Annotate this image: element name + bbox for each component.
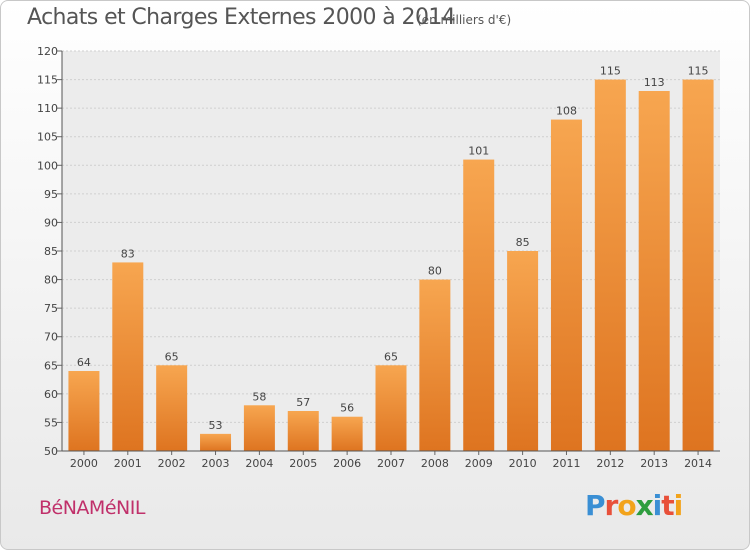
bar [463,159,495,452]
y-tick-label: 55 [44,416,58,429]
x-tick-label: 2012 [596,457,624,470]
logo-letter: t [661,489,674,522]
y-tick-label: 110 [37,102,58,115]
bar [68,371,100,451]
bar [243,405,275,451]
x-tick-label: 2000 [70,457,98,470]
bar [156,365,188,451]
y-tick-label: 50 [44,445,58,458]
bar [200,433,232,451]
data-label: 64 [77,356,91,369]
x-tick-label: 2002 [158,457,186,470]
bar [594,79,626,452]
logo-letter: x [635,489,654,522]
y-tick-label: 105 [37,131,58,144]
chart-title: Achats et Charges Externes 2000 à 2014 [27,5,456,30]
logo-letter: o [617,489,636,522]
bar [507,251,539,451]
x-tick-label: 2014 [684,457,712,470]
data-label: 113 [644,76,665,89]
data-label: 115 [688,65,709,78]
y-tick-label: 70 [44,331,58,344]
y-tick-label: 85 [44,245,58,258]
data-label: 101 [468,145,489,158]
bar [331,416,363,451]
data-label: 115 [600,65,621,78]
bar [375,365,407,451]
x-tick-label: 2006 [333,457,361,470]
y-tick-label: 115 [37,74,58,87]
x-tick-label: 2011 [552,457,580,470]
bar [287,411,319,451]
data-label: 65 [384,350,398,363]
proxiti-logo[interactable]: Proxiti [585,489,684,522]
bar [550,119,582,452]
logo-letter: P [585,489,606,522]
data-label: 85 [516,236,530,249]
logo-letter: r [604,489,619,522]
data-label: 83 [121,247,135,260]
bar [638,91,670,451]
x-tick-label: 2013 [640,457,668,470]
y-tick-label: 95 [44,188,58,201]
data-label: 80 [428,265,442,278]
y-tick-label: 75 [44,302,58,315]
chart-subtitle: (en milliers d'€) [417,13,512,27]
x-tick-label: 2010 [509,457,537,470]
y-tick-label: 80 [44,274,58,287]
x-tick-label: 2007 [377,457,405,470]
y-tick-label: 100 [37,159,58,172]
data-label: 65 [165,350,179,363]
logo-letter: i [673,489,684,522]
bar [112,262,144,451]
x-tick-label: 2005 [289,457,317,470]
data-label: 57 [296,396,310,409]
x-tick-label: 2008 [421,457,449,470]
x-tick-label: 2003 [202,457,230,470]
bar [682,79,714,452]
logo-letter: i [652,489,663,522]
data-label: 108 [556,105,577,118]
y-tick-label: 60 [44,388,58,401]
bar [419,279,451,451]
x-tick-label: 2001 [114,457,142,470]
x-tick-label: 2004 [245,457,273,470]
y-tick-label: 120 [37,45,58,58]
y-tick-label: 65 [44,359,58,372]
data-label: 58 [252,390,266,403]
y-tick-label: 90 [44,216,58,229]
x-tick-label: 2009 [465,457,493,470]
data-label: 56 [340,402,354,415]
data-label: 53 [209,419,223,432]
commune-name: BéNAMéNIL [39,497,145,519]
